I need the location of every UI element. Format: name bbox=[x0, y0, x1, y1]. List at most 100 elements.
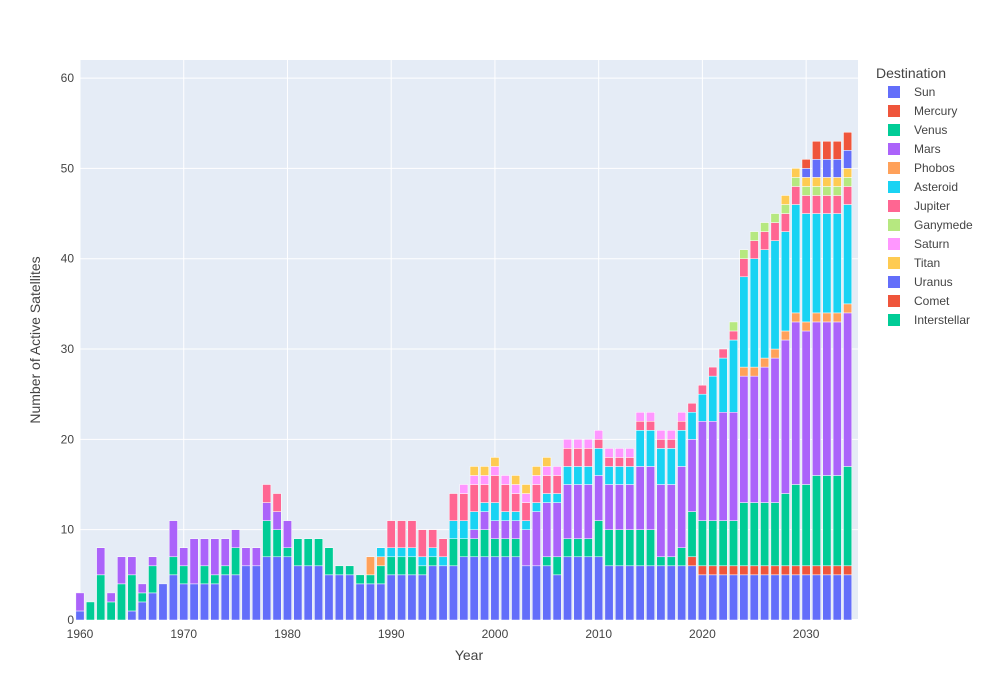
bar-segment[interactable] bbox=[303, 565, 313, 621]
bar-segment[interactable] bbox=[532, 565, 541, 621]
bar-segment[interactable] bbox=[646, 466, 655, 530]
bar-segment[interactable] bbox=[749, 231, 759, 241]
bar-segment[interactable] bbox=[760, 231, 770, 250]
bar-segment[interactable] bbox=[449, 565, 458, 621]
bar-segment[interactable] bbox=[625, 484, 635, 530]
bar-segment[interactable] bbox=[801, 484, 811, 567]
bar-segment[interactable] bbox=[231, 574, 240, 621]
bar-segment[interactable] bbox=[542, 493, 552, 503]
bar-segment[interactable] bbox=[480, 466, 489, 476]
bar-segment[interactable] bbox=[438, 565, 448, 621]
bar-segment[interactable] bbox=[812, 177, 821, 187]
bar-segment[interactable] bbox=[749, 258, 759, 368]
bar-segment[interactable] bbox=[729, 330, 738, 341]
bar-segment[interactable] bbox=[511, 484, 521, 494]
bar-segment[interactable] bbox=[635, 430, 645, 467]
bar-segment[interactable] bbox=[552, 475, 562, 494]
bar-segment[interactable] bbox=[521, 565, 531, 621]
bar-segment[interactable] bbox=[687, 439, 697, 512]
bar-segment[interactable] bbox=[770, 357, 780, 503]
bar-segment[interactable] bbox=[812, 159, 821, 178]
bar-segment[interactable] bbox=[801, 177, 811, 187]
bar-segment[interactable] bbox=[656, 556, 666, 567]
bar-segment[interactable] bbox=[739, 502, 749, 567]
bar-segment[interactable] bbox=[832, 574, 842, 621]
bar-segment[interactable] bbox=[583, 466, 593, 485]
bar-segment[interactable] bbox=[231, 529, 240, 548]
bar-segment[interactable] bbox=[542, 457, 552, 467]
bar-segment[interactable] bbox=[283, 556, 292, 621]
bar-segment[interactable] bbox=[490, 502, 500, 521]
legend-item-interstellar[interactable]: Interstellar bbox=[888, 313, 970, 327]
bar-segment[interactable] bbox=[449, 520, 458, 539]
bar-segment[interactable] bbox=[822, 177, 832, 187]
bar-segment[interactable] bbox=[812, 312, 821, 323]
bar-segment[interactable] bbox=[563, 538, 572, 558]
bar-segment[interactable] bbox=[117, 583, 126, 621]
bar-segment[interactable] bbox=[843, 204, 853, 305]
bar-segment[interactable] bbox=[459, 556, 469, 621]
bar-segment[interactable] bbox=[480, 556, 489, 621]
bar-segment[interactable] bbox=[718, 348, 728, 359]
bar-segment[interactable] bbox=[780, 565, 790, 576]
bar-segment[interactable] bbox=[656, 484, 666, 558]
bar-segment[interactable] bbox=[739, 375, 749, 503]
bar-segment[interactable] bbox=[500, 484, 510, 512]
bar-segment[interactable] bbox=[708, 574, 718, 621]
bar-segment[interactable] bbox=[376, 565, 386, 585]
bar-segment[interactable] bbox=[231, 547, 240, 576]
bar-segment[interactable] bbox=[542, 502, 552, 558]
bar-segment[interactable] bbox=[137, 583, 147, 594]
bar-segment[interactable] bbox=[583, 439, 593, 449]
bar-segment[interactable] bbox=[552, 493, 562, 503]
bar-segment[interactable] bbox=[521, 520, 531, 530]
bar-segment[interactable] bbox=[739, 276, 749, 368]
bar-segment[interactable] bbox=[770, 348, 780, 359]
bar-segment[interactable] bbox=[843, 132, 853, 151]
bar-segment[interactable] bbox=[677, 412, 687, 422]
bar-segment[interactable] bbox=[386, 556, 396, 576]
bar-segment[interactable] bbox=[832, 321, 842, 476]
bar-segment[interactable] bbox=[573, 448, 583, 467]
bar-segment[interactable] bbox=[583, 556, 593, 621]
bar-segment[interactable] bbox=[438, 556, 448, 567]
bar-segment[interactable] bbox=[666, 565, 676, 621]
bar-segment[interactable] bbox=[801, 321, 811, 332]
bar-segment[interactable] bbox=[500, 520, 510, 539]
bar-segment[interactable] bbox=[386, 547, 396, 558]
bar-segment[interactable] bbox=[687, 412, 697, 440]
bar-segment[interactable] bbox=[407, 556, 417, 576]
bar-segment[interactable] bbox=[573, 466, 583, 485]
bar-segment[interactable] bbox=[511, 475, 521, 485]
bar-segment[interactable] bbox=[780, 195, 790, 205]
bar-segment[interactable] bbox=[615, 565, 624, 621]
bar-segment[interactable] bbox=[397, 556, 406, 576]
bar-segment[interactable] bbox=[708, 421, 718, 521]
bar-segment[interactable] bbox=[511, 511, 521, 521]
bar-segment[interactable] bbox=[272, 556, 282, 621]
bar-segment[interactable] bbox=[801, 213, 811, 323]
bar-segment[interactable] bbox=[573, 484, 583, 539]
bar-segment[interactable] bbox=[656, 439, 666, 449]
bar-segment[interactable] bbox=[729, 339, 738, 413]
bar-segment[interactable] bbox=[532, 466, 541, 476]
bar-segment[interactable] bbox=[770, 502, 780, 567]
bar-segment[interactable] bbox=[241, 565, 251, 621]
bar-segment[interactable] bbox=[822, 574, 832, 621]
legend-item-asteroid[interactable]: Asteroid bbox=[888, 180, 958, 194]
bar-segment[interactable] bbox=[625, 466, 635, 485]
bar-segment[interactable] bbox=[459, 493, 469, 521]
bar-segment[interactable] bbox=[262, 502, 272, 521]
bar-segment[interactable] bbox=[200, 538, 209, 567]
bar-segment[interactable] bbox=[127, 556, 137, 576]
bar-segment[interactable] bbox=[438, 538, 448, 558]
bar-segment[interactable] bbox=[148, 565, 158, 594]
bar-segment[interactable] bbox=[490, 466, 500, 476]
bar-segment[interactable] bbox=[625, 457, 635, 467]
bar-segment[interactable] bbox=[708, 366, 718, 377]
bar-segment[interactable] bbox=[293, 538, 303, 567]
bar-segment[interactable] bbox=[189, 538, 199, 585]
bar-segment[interactable] bbox=[687, 402, 697, 413]
bar-segment[interactable] bbox=[708, 520, 718, 567]
bar-segment[interactable] bbox=[532, 511, 541, 567]
